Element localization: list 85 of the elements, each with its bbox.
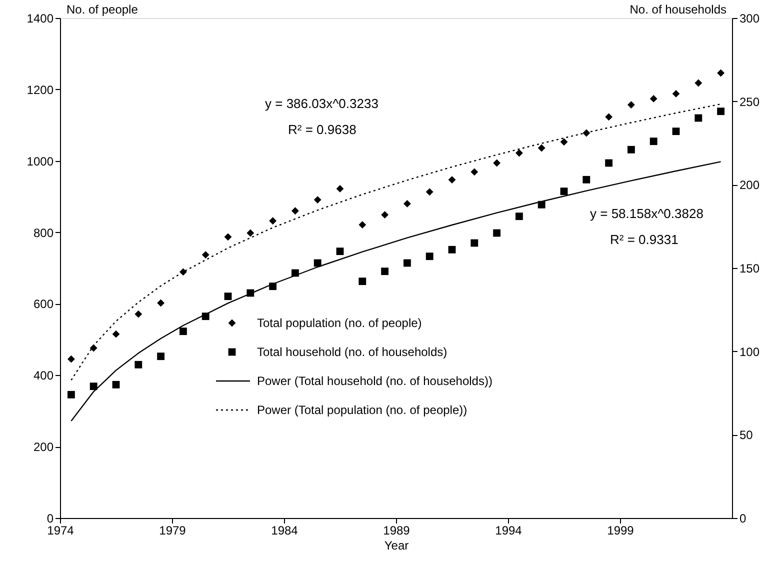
x-axis-title: Year xyxy=(384,538,409,552)
x-tick-label: 1994 xyxy=(495,524,522,538)
x-tick-label: 1979 xyxy=(159,524,186,538)
point xyxy=(515,212,523,220)
point xyxy=(269,217,277,225)
y2-tick-label: 0 xyxy=(740,512,746,526)
annotation: y = 386.03x^0.3233 xyxy=(265,96,378,111)
point xyxy=(112,330,120,338)
point xyxy=(67,390,75,398)
legend-label: Power (Total household (no. of households)) xyxy=(257,374,492,388)
point xyxy=(717,69,725,77)
point xyxy=(650,95,658,102)
point xyxy=(515,149,523,157)
point xyxy=(403,200,411,208)
point xyxy=(538,200,546,208)
y2-tick-label: 50 xyxy=(740,428,754,442)
point xyxy=(157,299,165,307)
point xyxy=(493,159,501,167)
point xyxy=(627,101,635,108)
legend-label: Total household (no. of households) xyxy=(257,345,448,359)
point xyxy=(694,114,702,122)
y-tick-label: 1200 xyxy=(26,82,54,97)
legend-label: Total population (no. of people) xyxy=(257,316,422,330)
point xyxy=(470,168,478,176)
point xyxy=(560,138,568,146)
y-tick-label: 200 xyxy=(33,440,54,454)
y2-tick-label: 100 xyxy=(740,344,760,359)
line-series xyxy=(70,161,722,422)
point xyxy=(90,382,98,390)
y-tick-label: 800 xyxy=(33,226,54,240)
point xyxy=(358,278,366,286)
point xyxy=(202,251,210,258)
point xyxy=(605,113,613,121)
point xyxy=(448,246,456,254)
point xyxy=(650,138,658,146)
point xyxy=(717,108,725,116)
point xyxy=(224,233,232,241)
point xyxy=(582,176,590,184)
point xyxy=(694,79,702,87)
point xyxy=(381,211,389,218)
point xyxy=(134,360,142,368)
y2-tick-label: 200 xyxy=(740,178,760,192)
point xyxy=(67,355,75,363)
point xyxy=(426,188,434,196)
point xyxy=(157,352,165,360)
y-tick-label: 600 xyxy=(33,297,54,312)
point xyxy=(605,159,613,167)
point xyxy=(381,268,389,276)
point xyxy=(672,128,680,136)
point xyxy=(403,259,411,267)
point xyxy=(358,221,366,228)
point xyxy=(470,239,478,247)
y2-axis-title: No. of households xyxy=(630,2,726,16)
point xyxy=(90,344,98,352)
annotation: y = 58.158x^0.3828 xyxy=(590,206,704,221)
point xyxy=(314,259,322,267)
legend-label: Power (Total population (no. of people)) xyxy=(257,403,468,417)
x-tick-label: 1984 xyxy=(271,524,298,538)
y2-tick-label: 250 xyxy=(740,94,760,109)
point xyxy=(582,129,590,137)
y-tick-label: 1400 xyxy=(26,12,54,26)
point xyxy=(179,328,187,336)
x-tick-label: 1999 xyxy=(607,524,634,538)
point xyxy=(314,196,322,204)
point xyxy=(291,207,299,215)
x-tick-label: 1989 xyxy=(383,524,410,538)
y-tick-label: 1000 xyxy=(26,154,54,168)
point xyxy=(336,248,344,256)
point xyxy=(493,229,501,237)
point xyxy=(224,292,232,300)
y-tick-label: 400 xyxy=(33,368,54,383)
annotation: R² = 0.9331 xyxy=(610,232,678,247)
point xyxy=(426,252,434,260)
y-axis-title: No. of people xyxy=(66,2,138,16)
point xyxy=(538,144,546,152)
y2-tick-label: 300 xyxy=(740,12,760,26)
annotation: R² = 0.9638 xyxy=(288,122,356,137)
point xyxy=(560,188,568,196)
point xyxy=(112,380,120,388)
x-tick-label: 1974 xyxy=(47,524,74,538)
y2-tick-label: 150 xyxy=(740,262,760,276)
point xyxy=(246,229,254,237)
y-tick-label: 0 xyxy=(46,512,54,526)
point xyxy=(627,146,635,154)
point xyxy=(134,310,142,318)
